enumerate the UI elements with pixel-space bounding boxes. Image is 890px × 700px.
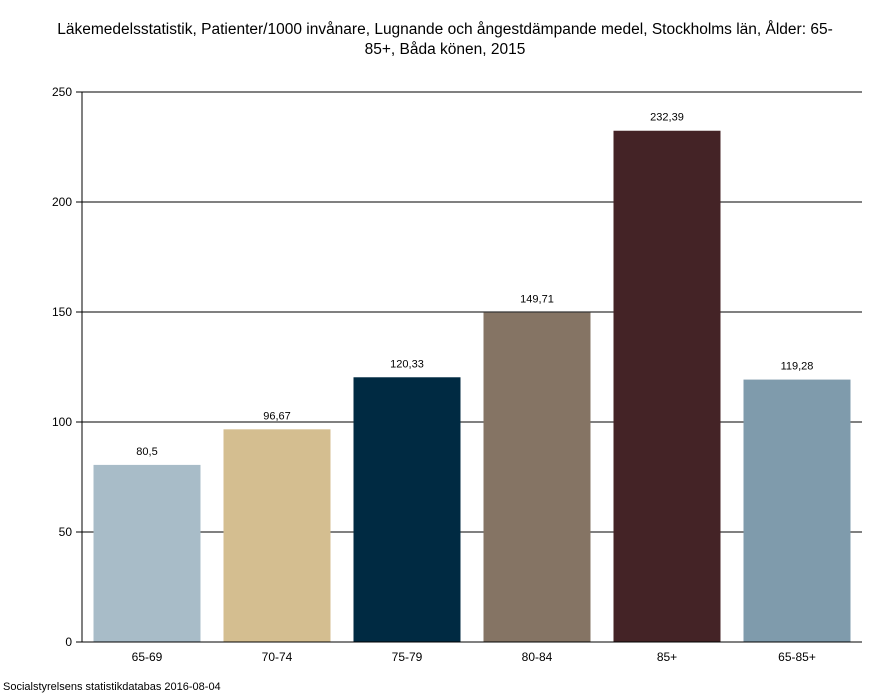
bar (223, 429, 331, 642)
y-tick-label: 0 (65, 635, 72, 649)
y-tick-label: 50 (59, 525, 73, 539)
bar (93, 464, 201, 642)
y-tick-label: 200 (52, 195, 72, 209)
chart-title: Läkemedelsstatistik, Patienter/1000 invå… (20, 20, 870, 60)
data-label: 232,39 (650, 112, 684, 124)
x-tick-label: 65-69 (132, 650, 163, 664)
x-tick-label: 80-84 (522, 650, 553, 664)
bar (613, 130, 721, 642)
x-tick-label: 85+ (657, 650, 677, 664)
data-label: 120,33 (390, 358, 424, 370)
data-label: 149,71 (520, 294, 554, 306)
y-tick-label: 150 (52, 305, 72, 319)
bar (743, 379, 851, 642)
x-tick-label: 70-74 (262, 650, 293, 664)
bar (483, 312, 591, 642)
data-label: 80,5 (136, 446, 157, 458)
source-note: Socialstyrelsens statistikdatabas 2016-0… (3, 681, 221, 693)
chart-title-line-2: 85+, Båda könen, 2015 (364, 41, 526, 58)
x-tick-label: 75-79 (392, 650, 423, 664)
chart-title-line-1: Läkemedelsstatistik, Patienter/1000 invå… (57, 21, 833, 38)
y-tick-label: 100 (52, 415, 72, 429)
bar (353, 377, 461, 642)
y-tick-label: 250 (52, 85, 72, 99)
x-tick-label: 65-85+ (778, 650, 816, 664)
data-label: 119,28 (781, 361, 814, 373)
data-label: 96,67 (263, 410, 291, 422)
